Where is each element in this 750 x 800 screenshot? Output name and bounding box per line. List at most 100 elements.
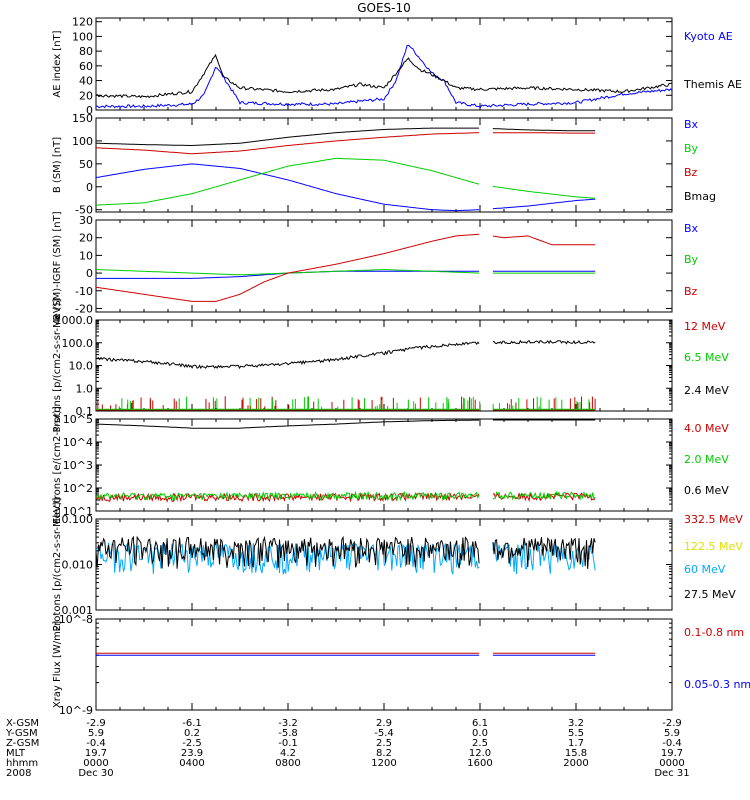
legend-bmag: Bmag	[684, 190, 716, 203]
y-axis-label: Electrons [e/(cm2-s-sr)]	[52, 406, 63, 524]
series-line	[95, 535, 480, 569]
legend-kyoto-ae: Kyoto AE	[684, 30, 733, 43]
series-bz	[95, 132, 596, 155]
tick-xgsm: 6.1	[472, 718, 488, 729]
y-tick-label: 20	[79, 232, 93, 245]
tick-hhmm: 0000	[83, 758, 108, 769]
y-tick-label: 150	[72, 112, 93, 125]
y-tick-label: 10^4	[63, 436, 93, 449]
legend-122-5-mev: 122.5 MeV	[684, 540, 743, 553]
tick-mlt: 19.7	[85, 748, 107, 759]
y-tick-label: 30	[79, 214, 93, 227]
y-tick-label: 10^2	[63, 482, 93, 495]
series-bmag	[95, 127, 596, 146]
legend-themis-ae: Themis AE	[683, 78, 742, 91]
y-tick-label: 100.0	[62, 337, 94, 350]
y-tick-label: 0	[86, 104, 93, 117]
series-line	[492, 128, 596, 132]
tick-zgsm: 2.5	[376, 738, 392, 749]
series-line	[492, 339, 596, 345]
tick-xgsm: -3.2	[278, 718, 298, 729]
y-axis-label: AE index [nT]	[52, 30, 63, 97]
legend-bx: Bx	[684, 222, 699, 235]
y-axis-label: B (SM) [nT]	[52, 137, 63, 193]
legend-by: By	[684, 253, 699, 266]
y-tick-label: 10.0	[69, 360, 94, 373]
tick-hhmm: 0800	[275, 758, 300, 769]
legend-bx: Bx	[684, 118, 699, 131]
legend-0-6-mev: 0.6 MeV	[684, 484, 729, 497]
row-label-year: 2008	[6, 768, 31, 779]
tick-ygsm: 0.0	[472, 728, 488, 739]
series-line	[95, 268, 480, 276]
series-line	[96, 157, 480, 206]
tick-zgsm: 1.7	[568, 738, 584, 749]
tick-mlt: 4.2	[280, 748, 296, 759]
legend-bz: Bz	[684, 285, 698, 298]
y-tick-label: 100	[72, 135, 93, 148]
series-line	[492, 198, 596, 210]
tick-date: Dec 31	[654, 768, 689, 779]
series-line	[96, 270, 480, 279]
series-2-4-mev	[95, 339, 596, 370]
legend-0-05-0-3-nm: 0.05-0.3 nm	[684, 678, 750, 691]
legend-2-4-mev: 2.4 MeV	[684, 384, 729, 397]
panel-frame	[95, 17, 673, 111]
series-line	[95, 53, 673, 99]
tick-ygsm: 5.9	[664, 728, 680, 739]
series-themis-ae	[95, 53, 673, 99]
legend-332-5-mev: 332.5 MeV	[684, 513, 743, 526]
panel-frame	[95, 319, 673, 412]
y-axis-label: B (SM)-IGRF (SM) [nT]	[52, 211, 63, 320]
series-line	[95, 341, 480, 370]
tick-xgsm: -2.9	[662, 718, 682, 729]
series-line	[492, 490, 596, 501]
y-tick-label: 10^-8	[59, 613, 93, 626]
tick-xgsm: -2.9	[86, 718, 106, 729]
y-tick-label: 20	[79, 89, 93, 102]
y-tick-label: 10^5	[63, 413, 93, 426]
series-line	[492, 235, 596, 246]
tick-ygsm: -5.8	[278, 728, 298, 739]
series-kyoto-ae	[95, 44, 673, 109]
panel-frame	[95, 618, 673, 711]
y-axis-label: Protons [p/(cm2-s-sr-MeV)]	[52, 298, 63, 432]
y-tick-label: -50	[75, 204, 93, 217]
panel-frame	[95, 219, 673, 313]
tick-ygsm: 0.2	[184, 728, 200, 739]
tick-zgsm: 2.5	[472, 738, 488, 749]
legend-0-1-0-8-nm: 0.1-0.8 nm	[684, 626, 744, 639]
legend-by: By	[684, 142, 699, 155]
series-2-0-mev	[95, 490, 596, 502]
tick-zgsm: -2.5	[182, 738, 202, 749]
y-tick-label: 80	[79, 45, 93, 58]
tick-hhmm: 0000	[659, 758, 684, 769]
tick-zgsm: -0.4	[86, 738, 106, 749]
tick-ygsm: -5.4	[374, 728, 394, 739]
row-label-xgsm: X-GSM	[6, 718, 39, 729]
legend-2-0-mev: 2.0 MeV	[684, 453, 729, 466]
tick-xgsm: 3.2	[568, 718, 584, 729]
y-tick-label: 10^3	[63, 459, 93, 472]
time-axis-table: X-GSM -2.9 -6.1 -3.2 2.9 6.1 3.2 -2.9 Y-GSM 5.9 0.…	[5, 718, 690, 779]
tick-date: Dec 30	[78, 768, 113, 779]
tick-hhmm: 0400	[179, 758, 204, 769]
row-label-mlt: MLT	[6, 748, 26, 759]
y-tick-label: 0	[86, 181, 93, 194]
panel-2: -50 0 50 100 150 B (SM) [nT] Bx By Bz Bmag	[52, 112, 716, 217]
legend-12-mev: 12 MeV	[684, 320, 726, 333]
series-bz	[95, 233, 596, 302]
y-tick-label: -10	[75, 285, 93, 298]
tick-hhmm: 1600	[467, 758, 492, 769]
y-tick-label: 120	[72, 16, 93, 29]
series-line	[95, 233, 480, 302]
y-tick-label: 0.100	[62, 513, 94, 526]
legend-6-5-mev: 6.5 MeV	[684, 351, 729, 364]
y-tick-label: 40	[79, 75, 93, 88]
plot-title: GOES-10	[357, 1, 411, 15]
y-tick-label: 1000.0	[55, 314, 94, 327]
